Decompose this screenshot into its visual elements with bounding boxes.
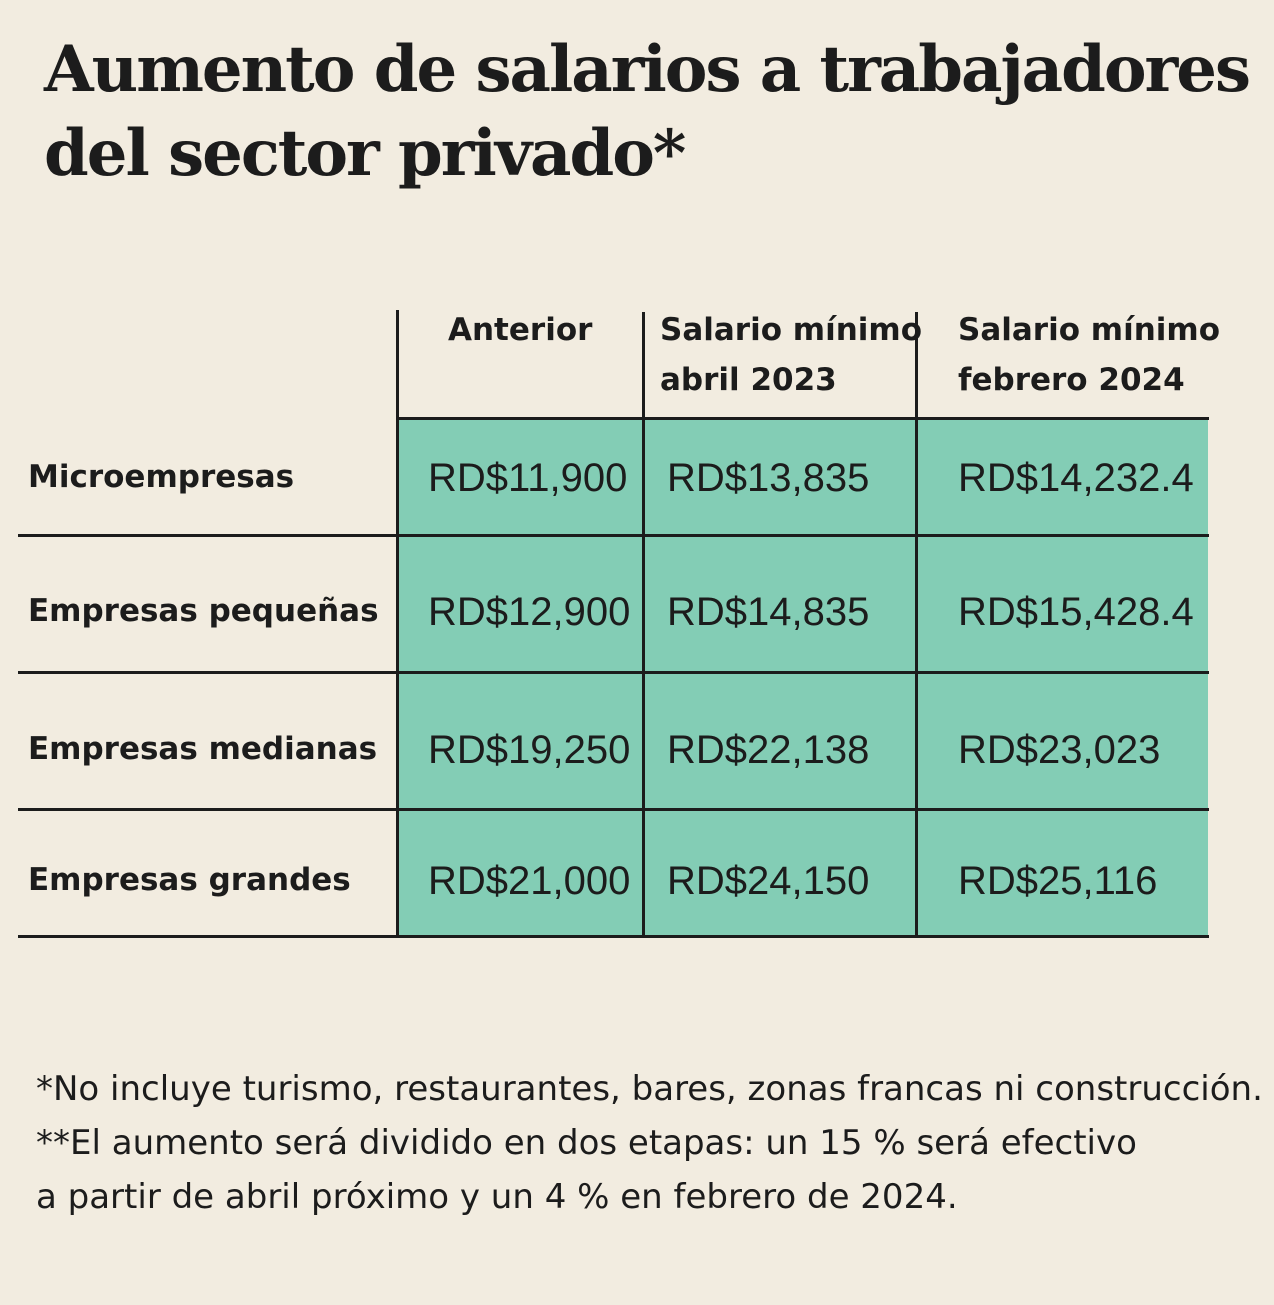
table-cell: RD$24,150 (667, 859, 870, 903)
row-label: Microempresas (28, 459, 295, 495)
footnotes: *No incluye turismo, restaurantes, bares… (36, 1062, 1263, 1224)
table-cell: RD$11,900 (428, 456, 628, 500)
table-values-fill (398, 420, 1208, 937)
table-cell: RD$22,138 (667, 728, 870, 772)
row-divider (18, 534, 1209, 537)
row-divider (18, 808, 1209, 811)
table-cell: RD$21,000 (428, 859, 631, 903)
column-divider (915, 312, 918, 938)
column-divider (642, 312, 645, 938)
table-cell: RD$12,900 (428, 590, 631, 634)
row-divider (18, 671, 1209, 674)
footnote: a partir de abril próximo y un 4 % en fe… (36, 1177, 958, 1217)
row-label: Empresas medianas (28, 731, 378, 767)
table-cell: RD$13,835 (667, 456, 870, 500)
column-header-febrero-2024: Salario mínimo febrero 2024 (958, 312, 1221, 398)
table-cell: RD$19,250 (428, 728, 631, 772)
footnote: **El aumento será dividido en dos etapas… (36, 1123, 1137, 1163)
footnote: *No incluye turismo, restaurantes, bares… (36, 1069, 1263, 1109)
row-label: Empresas pequeñas (28, 593, 379, 629)
row-label: Empresas grandes (28, 862, 351, 898)
column-divider (396, 310, 399, 938)
table-cell: RD$14,835 (667, 590, 870, 634)
column-header-anterior: Anterior (448, 312, 593, 348)
header-divider (396, 417, 1209, 420)
table-cell: RD$23,023 (958, 728, 1161, 772)
table-cell: RD$14,232.4 (958, 456, 1194, 500)
salary-table: Anterior Salario mínimo abril 2023 Salar… (18, 310, 1221, 938)
table-bottom-rule (18, 935, 1209, 938)
column-header-abril-2023: Salario mínimo abril 2023 (660, 312, 923, 398)
page-title: Aumento de salarios a trabajadores del s… (44, 32, 1251, 191)
table-cell: RD$25,116 (958, 859, 1158, 903)
table-cell: RD$15,428.4 (958, 590, 1194, 634)
